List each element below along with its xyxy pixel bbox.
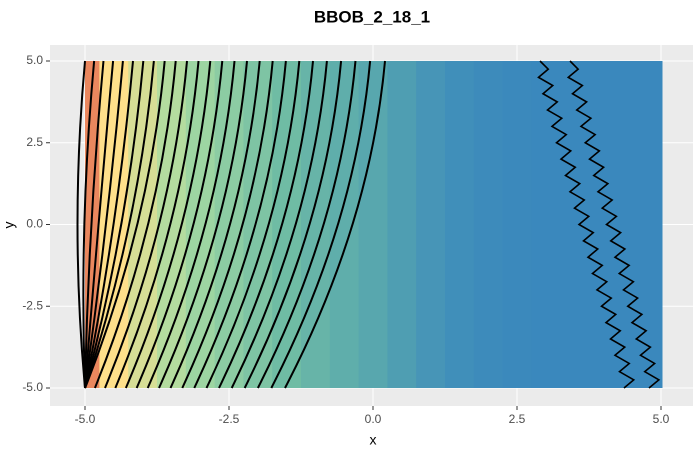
- contour-line: [256, 60, 357, 389]
- chart-title: BBOB_2_18_1: [314, 7, 430, 26]
- contour-line: [84, 60, 105, 389]
- contour-line: [82, 60, 96, 389]
- contour-line: [243, 60, 343, 389]
- heatmap-cell: [416, 61, 446, 388]
- contour-line: [84, 60, 145, 389]
- contour-line: [76, 60, 86, 389]
- contour-line: [84, 60, 155, 389]
- y-tick-label: 2.5: [26, 135, 43, 149]
- heatmap-cell: [473, 61, 504, 388]
- contour-line: [284, 60, 386, 389]
- heatmap-cell: [301, 61, 331, 388]
- contour-line: [114, 60, 200, 389]
- contour-line: [124, 60, 212, 389]
- contour-line: [84, 60, 134, 389]
- contour-line: [537, 60, 636, 389]
- x-tick-label: -2.5: [219, 412, 240, 426]
- x-tick-label: 5.0: [653, 412, 670, 426]
- contour-line: [181, 60, 274, 389]
- contour-line: [193, 60, 287, 389]
- y-tick-label: 0.0: [26, 217, 43, 231]
- contour-line: [135, 60, 224, 389]
- heatmap-cell: [617, 61, 648, 388]
- heatmap-cell: [387, 61, 417, 388]
- contour-line: [169, 60, 261, 389]
- heatmap-cell: [445, 61, 475, 388]
- contour-line: [566, 60, 661, 389]
- heatmap-cell: [646, 61, 663, 388]
- contour-line: [93, 60, 177, 389]
- contour-line: [205, 60, 301, 389]
- x-axis-label: x: [370, 432, 377, 448]
- contour-line: [84, 60, 115, 389]
- contours: [76, 60, 661, 389]
- y-tick-label: -2.5: [22, 298, 43, 312]
- heatmap-cell: [185, 61, 216, 388]
- x-tick-label: 2.5: [509, 412, 526, 426]
- y-tick-label: 5.0: [26, 53, 43, 67]
- heatmap-cell: [589, 61, 619, 388]
- heatmap-cell: [358, 61, 388, 388]
- contour-line: [146, 60, 236, 389]
- contour-line: [84, 60, 124, 389]
- heatmap-cell: [502, 61, 532, 388]
- heatmap-cell: [560, 61, 590, 388]
- contour-line: [158, 60, 248, 389]
- x-tick-label: -5.0: [75, 412, 96, 426]
- contour-line: [218, 60, 314, 389]
- y-tick-label: -5.0: [22, 380, 43, 394]
- contour-line: [104, 60, 188, 389]
- y-axis-label: y: [1, 222, 17, 229]
- heatmap-cell: [128, 61, 158, 388]
- contour-line: [84, 60, 166, 389]
- contour-line: [270, 60, 372, 389]
- heatmap-cell: [531, 61, 561, 388]
- x-tick-label: 0.0: [365, 412, 382, 426]
- contour-line: [230, 60, 328, 389]
- heatmap-cell: [272, 61, 302, 388]
